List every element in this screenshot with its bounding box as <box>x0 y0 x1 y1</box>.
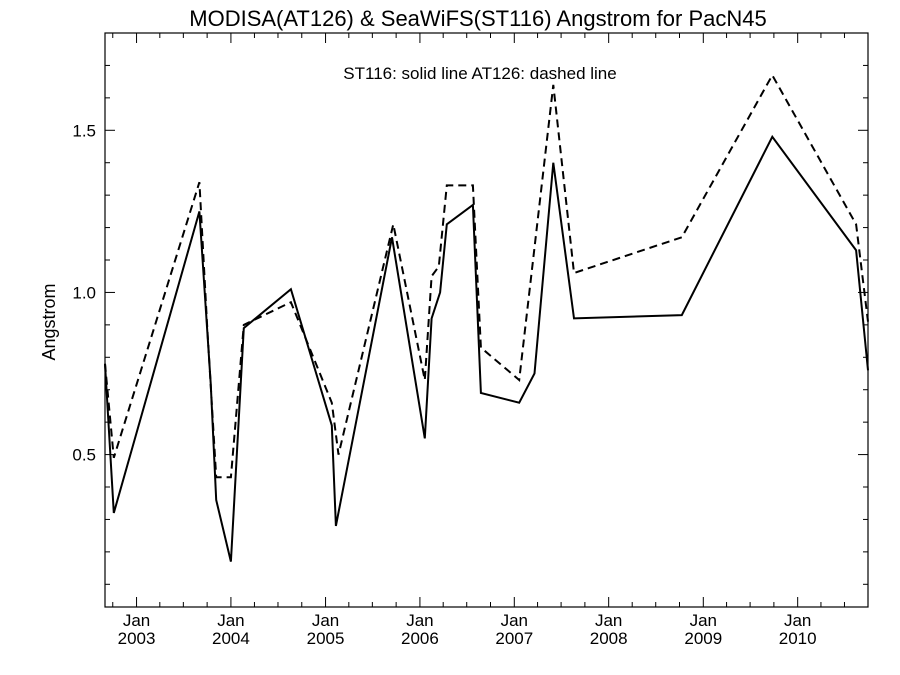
x-tick-label-month: Jan <box>123 611 150 630</box>
x-tick-label-year: 2007 <box>495 629 533 648</box>
x-tick-label-year: 2003 <box>118 629 156 648</box>
x-tick-label-year: 2009 <box>684 629 722 648</box>
chart-title: MODISA(AT126) & SeaWiFS(ST116) Angstrom … <box>189 6 766 31</box>
x-tick-label-month: Jan <box>690 611 717 630</box>
y-axis-label: Angstrom <box>39 283 59 360</box>
series-layer <box>104 73 869 562</box>
x-tick-label-month: Jan <box>406 611 433 630</box>
y-tick-label: 1.0 <box>72 283 96 302</box>
series-line-at126 <box>104 73 869 479</box>
y-tick-label: 1.5 <box>72 121 96 140</box>
series-line-st116 <box>104 134 869 562</box>
x-tick-label-year: 2004 <box>212 629 250 648</box>
x-tick-label-year: 2010 <box>779 629 817 648</box>
tick-labels: 0.51.01.5Jan2003Jan2004Jan2005Jan2006Jan… <box>72 121 816 648</box>
x-tick-label-month: Jan <box>784 611 811 630</box>
x-tick-label-month: Jan <box>595 611 622 630</box>
y-tick-label: 0.5 <box>72 446 96 465</box>
x-tick-label-year: 2005 <box>307 629 345 648</box>
x-tick-label-year: 2008 <box>590 629 628 648</box>
x-tick-label-month: Jan <box>312 611 339 630</box>
x-tick-label-year: 2006 <box>401 629 439 648</box>
x-tick-label-month: Jan <box>217 611 244 630</box>
x-tick-label-month: Jan <box>501 611 528 630</box>
legend-annotation: ST116: solid line AT126: dashed line <box>343 64 616 83</box>
